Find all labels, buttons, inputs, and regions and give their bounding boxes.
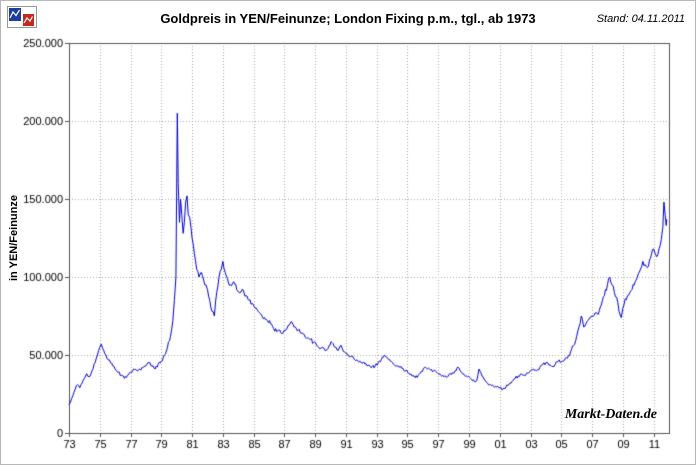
markt-daten-logo [7,6,37,28]
chart-title: Goldpreis in YEN/Feinunze; London Fixing… [160,11,536,26]
watermark: Markt-Daten.de [564,407,657,422]
stand-date: Stand: 04.11.2011 [596,13,685,25]
y-axis-label: in YEN/Feinunze [8,195,20,281]
